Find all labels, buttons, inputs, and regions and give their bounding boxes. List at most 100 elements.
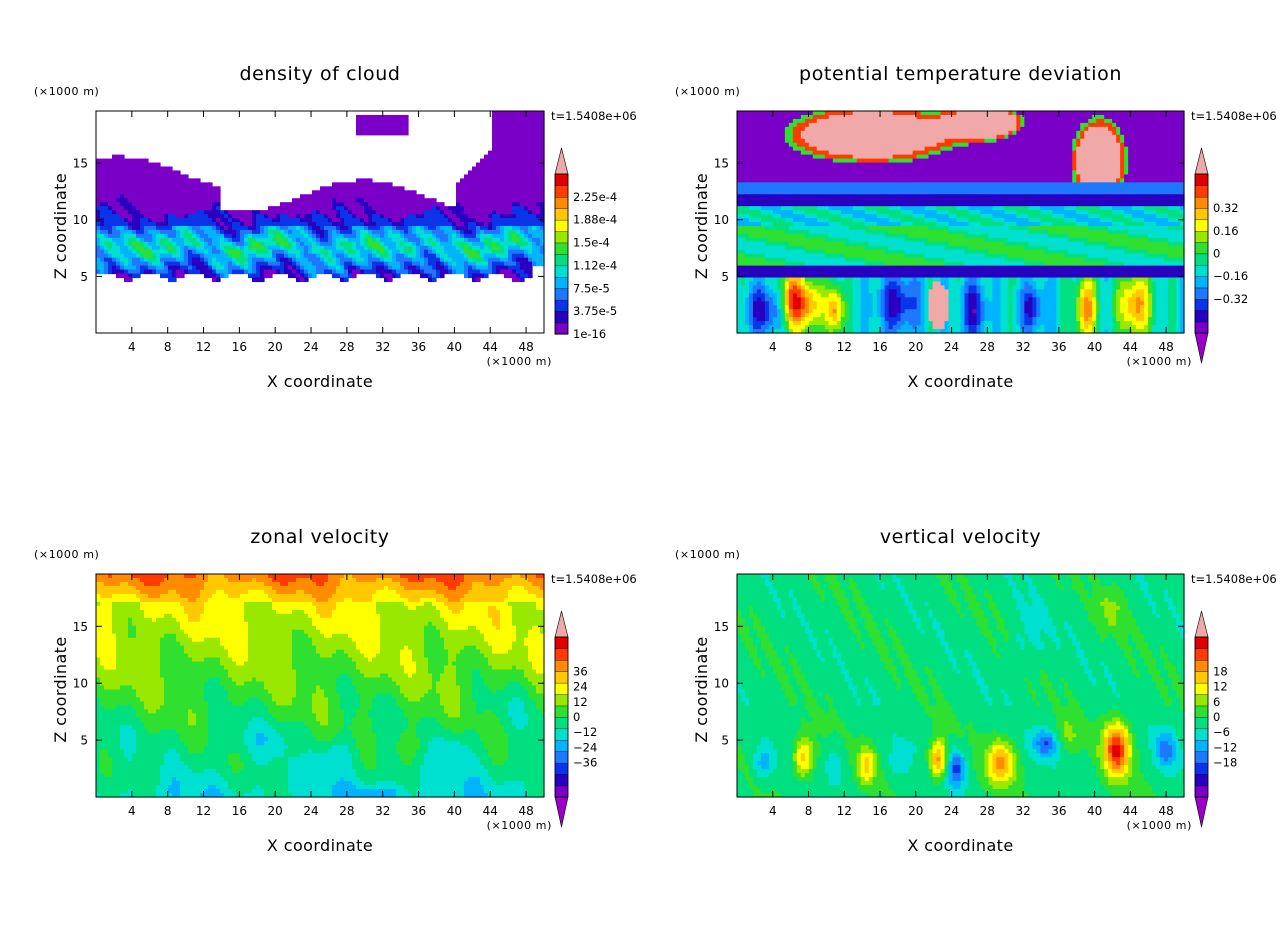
heatmap-cell xyxy=(852,253,858,259)
heatmap-cell xyxy=(384,257,389,263)
heatmap-cell xyxy=(480,170,485,176)
heatmap-cell xyxy=(328,222,333,227)
heatmap-cell xyxy=(260,241,265,247)
heatmap-cell xyxy=(364,210,369,215)
heatmap-cell xyxy=(792,257,798,263)
heatmap-cell xyxy=(488,225,493,231)
heatmap-cell xyxy=(212,245,217,251)
heatmap-cell xyxy=(104,210,109,215)
heatmap-cell xyxy=(288,253,293,259)
heatmap-cell xyxy=(512,241,517,247)
heatmap-cell xyxy=(540,210,545,215)
heatmap-cell xyxy=(176,273,181,279)
heatmap-cell xyxy=(804,166,810,172)
heatmap-cell xyxy=(264,249,269,255)
heatmap-cell xyxy=(756,285,762,290)
heatmap-cell xyxy=(808,222,814,227)
heatmap-cell xyxy=(304,257,309,263)
heatmap-cell xyxy=(536,182,541,187)
heatmap-cell xyxy=(804,261,810,267)
heatmap-cell xyxy=(756,218,762,223)
heatmap-cell xyxy=(808,114,814,120)
heatmap-cell xyxy=(452,265,457,271)
heatmap-cell xyxy=(740,202,746,207)
heatmap-cell xyxy=(744,329,750,334)
heatmap-cell xyxy=(484,225,489,231)
heatmap-cell xyxy=(140,162,145,168)
heatmap-cell xyxy=(136,182,141,187)
heatmap-cell xyxy=(496,237,501,243)
heatmap-cell xyxy=(764,245,770,251)
heatmap-cell xyxy=(96,170,101,176)
heatmap-cell xyxy=(536,229,541,235)
heatmap-cell xyxy=(320,233,325,239)
heatmap-cell xyxy=(244,257,249,263)
heatmap-cell xyxy=(836,122,842,128)
heatmap-cell xyxy=(252,241,257,247)
heatmap-cell xyxy=(836,190,842,195)
heatmap-cell xyxy=(376,126,381,132)
heatmap-cell xyxy=(868,305,874,310)
heatmap-cell xyxy=(368,186,373,191)
heatmap-cell xyxy=(800,285,806,290)
heatmap-cell xyxy=(184,229,189,235)
heatmap-cell xyxy=(364,118,369,124)
heatmap-cell xyxy=(840,198,846,203)
heatmap-cell xyxy=(120,233,125,239)
heatmap-cell xyxy=(196,214,201,219)
heatmap-cell xyxy=(264,269,269,275)
heatmap-cell xyxy=(808,233,814,239)
heatmap-cell xyxy=(360,265,365,271)
heatmap-cell xyxy=(156,206,161,211)
heatmap-cell xyxy=(744,317,750,322)
heatmap-cell xyxy=(264,253,269,259)
heatmap-cell xyxy=(848,118,854,124)
heatmap-cell xyxy=(168,190,173,195)
heatmap-cell xyxy=(876,126,882,132)
heatmap-cell xyxy=(344,186,349,191)
heatmap-cell xyxy=(372,118,377,124)
heatmap-cell xyxy=(308,206,313,211)
heatmap-cell xyxy=(484,162,489,168)
heatmap-cell xyxy=(800,241,806,247)
heatmap-cell xyxy=(828,222,834,227)
heatmap-cell xyxy=(756,194,762,199)
heatmap-cell xyxy=(404,114,409,120)
heatmap-cell xyxy=(752,218,758,223)
heatmap-cell xyxy=(212,190,217,195)
heatmap-cell xyxy=(448,229,453,235)
heatmap-cell xyxy=(484,241,489,247)
heatmap-cell xyxy=(844,281,850,287)
heatmap-cell xyxy=(200,202,205,207)
heatmap-cell xyxy=(296,257,301,263)
heatmap-cell xyxy=(528,186,533,191)
heatmap-cell xyxy=(772,269,778,275)
heatmap-cell xyxy=(388,229,393,235)
heatmap-cell xyxy=(804,174,810,179)
heatmap-cell xyxy=(520,130,525,136)
heatmap-cell xyxy=(804,297,810,302)
heatmap-cell xyxy=(136,202,141,207)
heatmap-cell xyxy=(868,134,874,140)
heatmap-cell xyxy=(292,261,297,267)
heatmap-cell xyxy=(876,225,882,231)
heatmap-cell xyxy=(744,277,750,283)
heatmap-cell xyxy=(824,273,830,279)
heatmap-cell xyxy=(376,265,381,271)
heatmap-cell xyxy=(404,229,409,235)
heatmap-cell xyxy=(496,269,501,275)
heatmap-cell xyxy=(224,222,229,227)
heatmap-cell xyxy=(800,321,806,326)
heatmap-cell xyxy=(808,241,814,247)
heatmap-cell xyxy=(152,261,157,267)
heatmap-cell xyxy=(108,178,113,183)
heatmap-cell xyxy=(800,202,806,207)
heatmap-cell xyxy=(740,194,746,199)
heatmap-cell xyxy=(824,309,830,314)
heatmap-cell xyxy=(784,186,790,191)
heatmap-cell xyxy=(800,277,806,283)
heatmap-cell xyxy=(164,178,169,183)
heatmap-cell xyxy=(828,321,834,326)
heatmap-cell xyxy=(96,225,101,231)
heatmap-cell xyxy=(312,214,317,219)
